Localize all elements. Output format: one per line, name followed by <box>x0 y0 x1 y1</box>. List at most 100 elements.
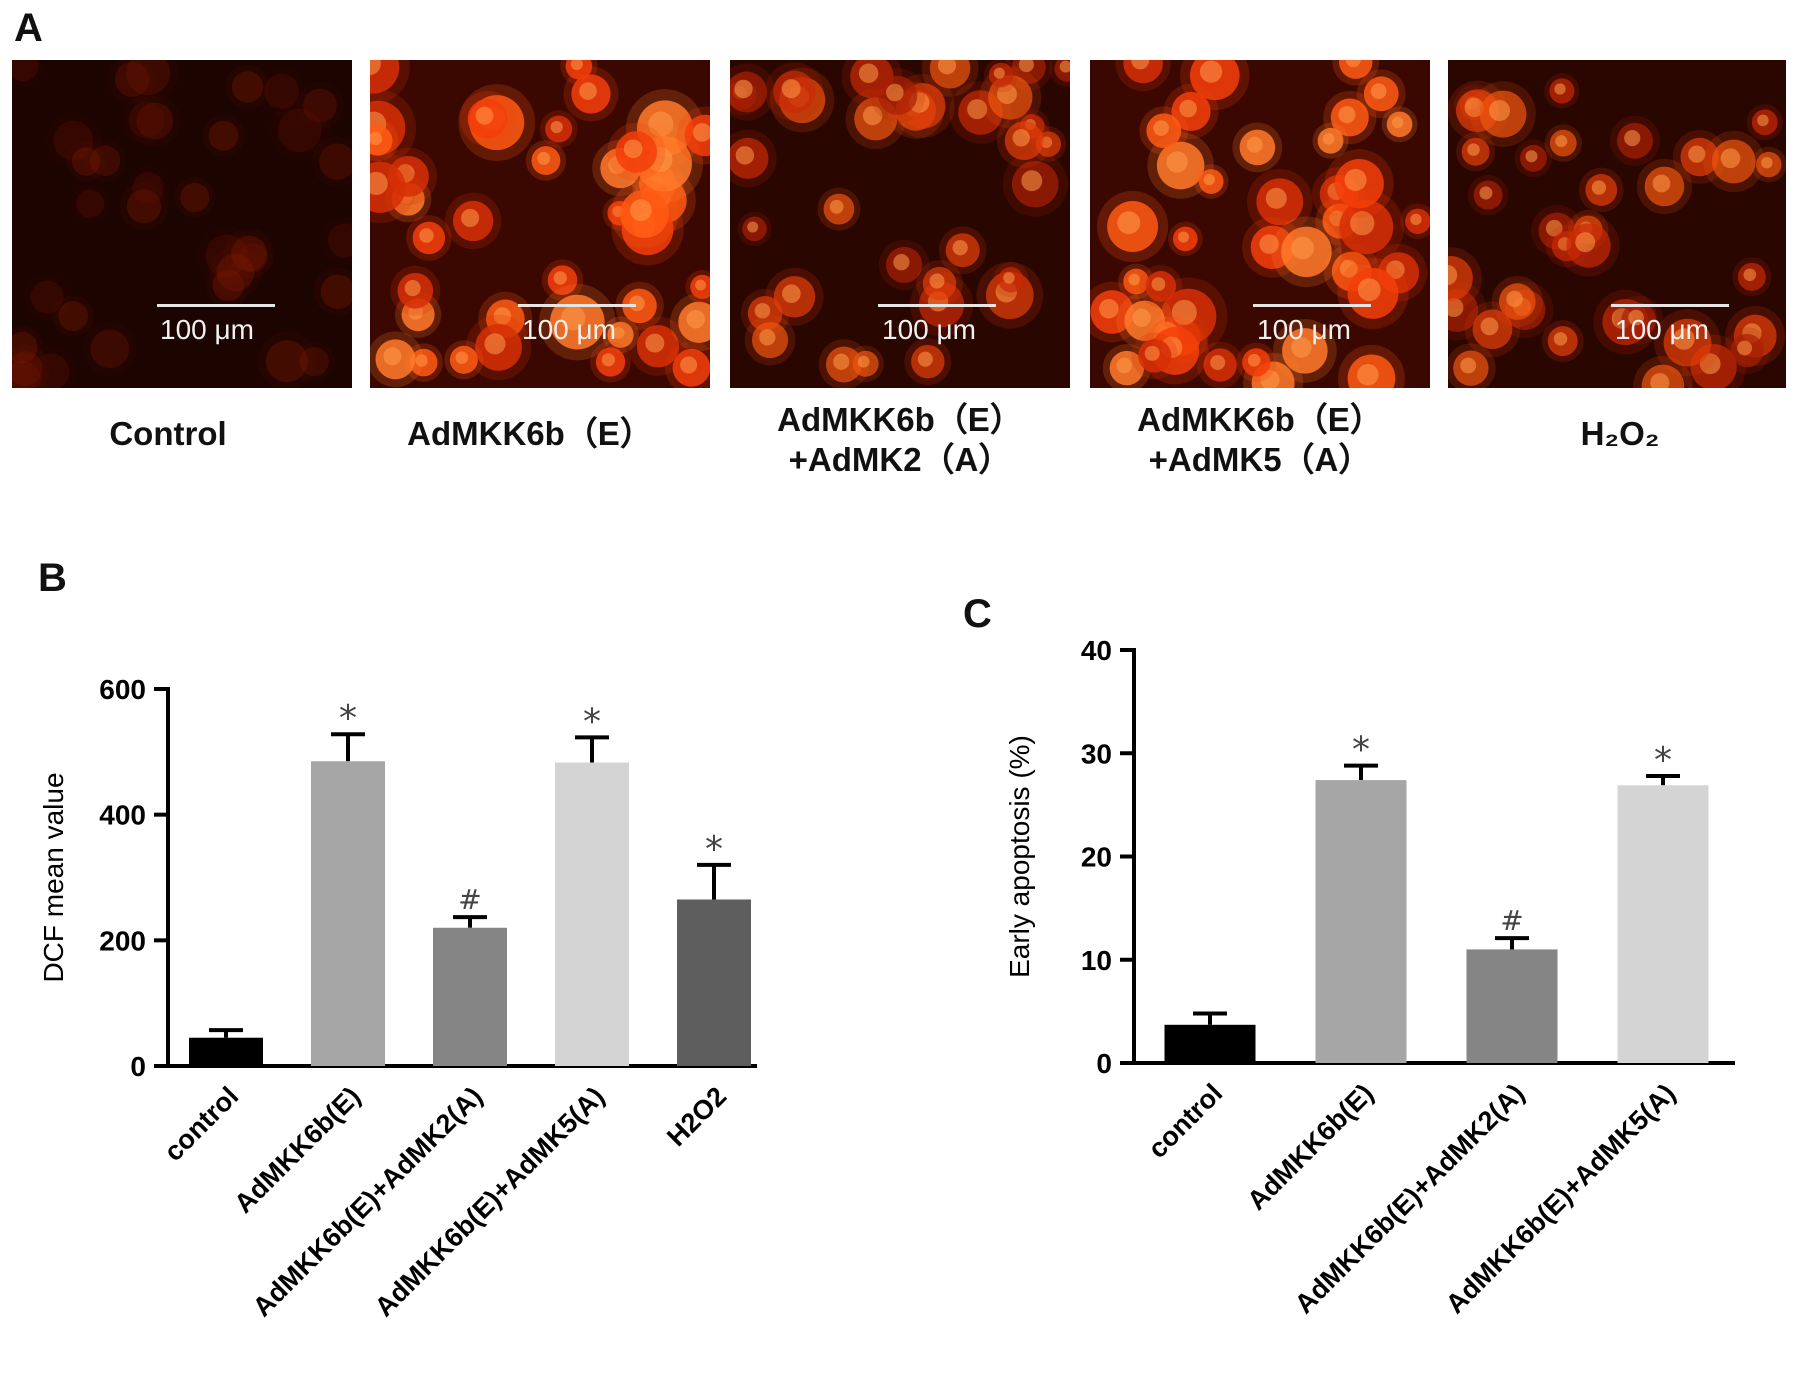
cell-glow <box>117 60 179 104</box>
y-tick-label: 200 <box>99 925 146 956</box>
caption-line: +AdMK2（A） <box>788 441 1012 478</box>
cell-nucleus <box>929 273 945 289</box>
cell-nucleus <box>1199 60 1223 83</box>
micrograph-control-image <box>12 60 352 388</box>
cell-nucleus <box>1177 231 1190 243</box>
cell-nucleus <box>1628 309 1644 326</box>
micrograph-admkk6b: 100 μm <box>370 60 710 388</box>
cell-glow <box>232 237 274 279</box>
scale-bar <box>518 304 636 307</box>
cell <box>180 182 210 213</box>
cell-nucleus <box>1591 180 1607 195</box>
cell-nucleus <box>754 302 771 319</box>
cell-glow <box>121 94 172 146</box>
cell-nucleus <box>1652 174 1671 193</box>
chart-c-svg: 0 10 20 30 40 Early apoptosis (%) control * AdMK… <box>1004 635 1735 1319</box>
cell-nucleus <box>1291 337 1312 358</box>
cell-nucleus <box>886 83 904 102</box>
cell <box>231 235 268 272</box>
cell-nucleus <box>570 60 583 71</box>
cell-glow <box>66 141 107 182</box>
cell-nucleus <box>1743 268 1757 282</box>
cell-nucleus <box>1555 135 1568 148</box>
cell-nucleus <box>1545 219 1563 237</box>
cell-glow <box>293 341 335 383</box>
cell <box>327 223 352 258</box>
cell-nucleus <box>1116 357 1132 374</box>
cell-glow <box>296 81 344 130</box>
micrograph-admkk6b-image <box>370 60 710 388</box>
cell-nucleus <box>1460 357 1477 374</box>
cell-glow <box>126 165 171 210</box>
caption-line: AdMKK6b（E） <box>407 415 653 452</box>
cell-glow <box>82 321 137 376</box>
cell-nucleus <box>383 347 402 366</box>
cell-nucleus <box>1488 99 1511 122</box>
cell-nucleus <box>1338 106 1356 124</box>
cell-nucleus <box>455 351 469 365</box>
y-axis-label: Early apoptosis (%) <box>1004 735 1035 978</box>
cell-nucleus <box>1410 213 1422 226</box>
micrograph-admkk6b-admk5: 100 μm <box>1090 60 1430 388</box>
cell-nucleus <box>686 309 706 329</box>
cell <box>75 189 105 218</box>
cell <box>53 120 94 161</box>
cell <box>132 171 164 204</box>
cell-glow <box>12 353 48 388</box>
cell-nucleus <box>1464 97 1484 118</box>
bar <box>433 927 507 1066</box>
cell <box>128 101 165 138</box>
x-tick-label: AdMKK6b(E) <box>1241 1078 1379 1216</box>
cell-glow <box>52 295 95 337</box>
cell-glow <box>269 99 331 161</box>
significance-marker: * <box>705 829 723 870</box>
cell-nucleus <box>1737 340 1753 356</box>
cell-nucleus <box>1203 174 1215 186</box>
y-tick-label: 40 <box>1081 635 1112 666</box>
cell <box>136 102 174 140</box>
cell-nucleus <box>829 199 844 214</box>
cell <box>212 269 244 302</box>
cell-nucleus <box>1246 136 1263 153</box>
cell-nucleus <box>1117 211 1141 235</box>
cell-nucleus <box>857 355 870 368</box>
cell-nucleus <box>1040 136 1053 148</box>
caption-line: H₂O₂ <box>1580 415 1660 452</box>
cell-nucleus <box>1151 277 1166 291</box>
cell-nucleus <box>601 353 615 367</box>
cell <box>264 73 300 109</box>
cell-nucleus <box>996 84 1017 105</box>
cell-nucleus <box>560 305 586 331</box>
scale-bar-label: 100 μm <box>1257 314 1351 345</box>
cell <box>216 253 255 292</box>
scale-bar <box>1611 304 1729 307</box>
y-tick-label: 0 <box>1096 1048 1112 1079</box>
cell <box>89 145 121 177</box>
cell-nucleus <box>734 79 753 99</box>
y-axis-label: DCF mean value <box>38 772 69 982</box>
cell-nucleus <box>1012 129 1030 147</box>
cell <box>12 360 41 388</box>
cell <box>1448 256 1473 301</box>
micrograph-h2o2: 100 μm <box>1448 60 1786 388</box>
panel-label-c: C <box>963 592 992 636</box>
cell-nucleus <box>537 151 551 165</box>
cell-nucleus <box>1720 148 1741 169</box>
cell <box>32 353 70 388</box>
cell-nucleus <box>370 60 381 76</box>
caption-admkk6b-admk2: AdMKK6b（E） +AdMK2（A） <box>730 400 1070 480</box>
panel-label-b: B <box>38 556 67 600</box>
caption-line: Control <box>109 415 227 452</box>
cell-nucleus <box>695 279 706 291</box>
cell-nucleus <box>917 351 933 367</box>
caption-h2o2: H₂O₂ <box>1530 414 1710 454</box>
cell-nucleus <box>735 146 755 165</box>
cell-nucleus <box>1179 99 1197 118</box>
x-tick-label: AdMKK6b(E)+AdMK5(A) <box>369 1081 610 1322</box>
cell-nucleus <box>553 271 567 285</box>
cell <box>320 274 352 309</box>
significance-marker: # <box>458 883 481 916</box>
cell-nucleus <box>833 353 850 370</box>
bar <box>1617 785 1709 1063</box>
cell-nucleus <box>1624 130 1641 147</box>
